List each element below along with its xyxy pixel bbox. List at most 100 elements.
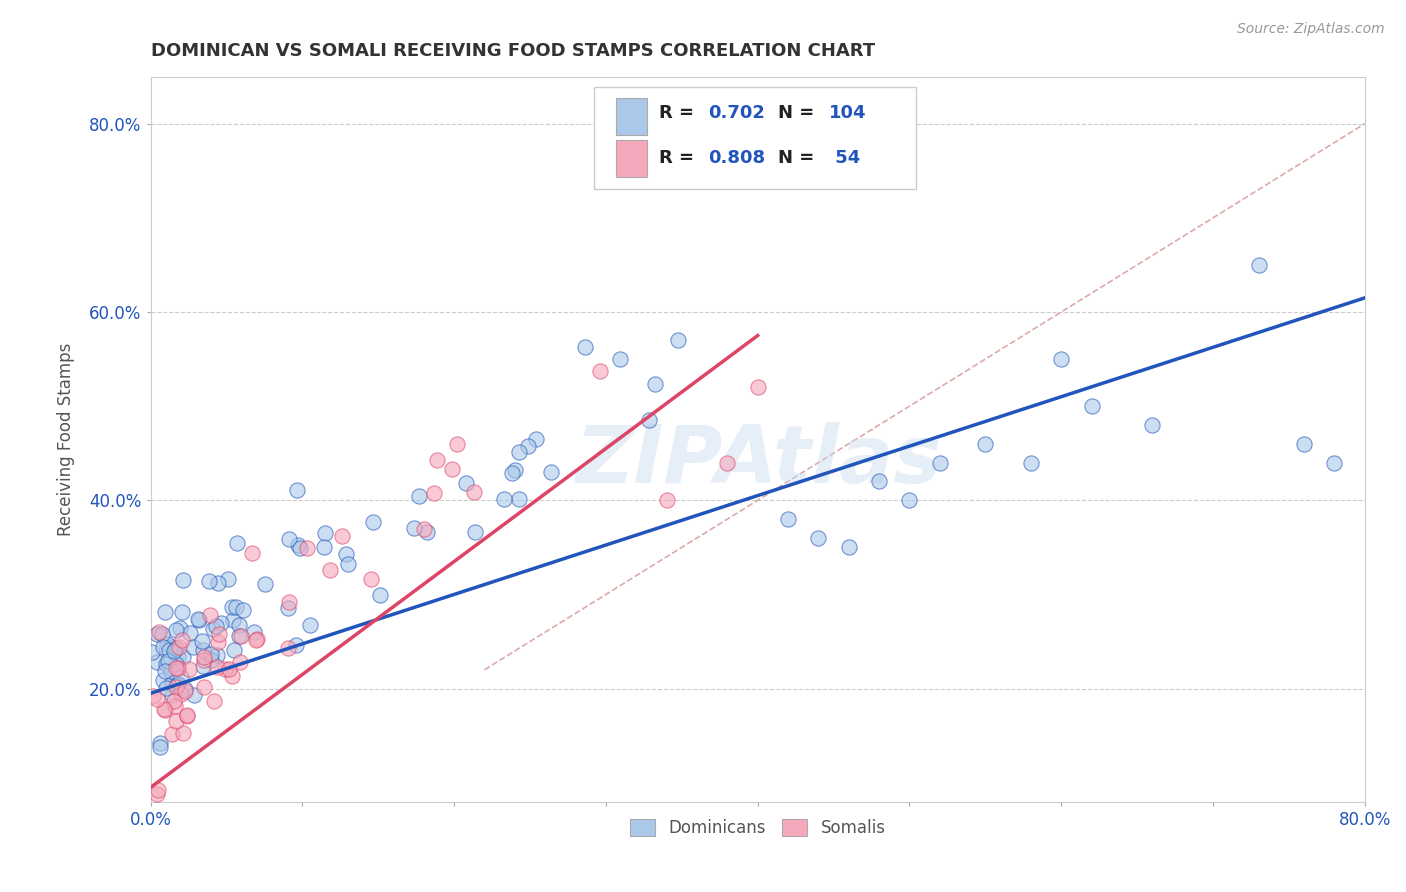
Point xyxy=(207,576,229,591)
Point xyxy=(165,699,187,714)
Point xyxy=(221,599,243,614)
Point xyxy=(145,787,167,801)
Point xyxy=(574,340,596,354)
Point xyxy=(807,531,830,545)
Point xyxy=(193,659,215,673)
Point xyxy=(163,694,186,708)
Point xyxy=(170,670,193,684)
Point xyxy=(228,629,250,643)
Point xyxy=(200,647,222,661)
Point xyxy=(287,538,309,552)
Point xyxy=(204,619,226,633)
Point xyxy=(503,463,526,477)
Point xyxy=(152,627,174,641)
Point xyxy=(1247,258,1270,272)
Point xyxy=(225,599,247,614)
Point xyxy=(165,657,187,672)
Point xyxy=(446,437,468,451)
Point xyxy=(776,512,799,526)
Point xyxy=(285,483,308,497)
Point xyxy=(153,605,176,619)
Point xyxy=(177,662,200,676)
Point xyxy=(160,688,183,702)
Point xyxy=(209,615,232,630)
Point xyxy=(312,540,335,554)
Point xyxy=(228,618,250,632)
FancyBboxPatch shape xyxy=(616,97,647,136)
Text: ZIPAtlas: ZIPAtlas xyxy=(575,422,941,500)
Point xyxy=(153,703,176,717)
Point xyxy=(898,493,921,508)
Point xyxy=(330,529,353,543)
Point xyxy=(148,782,170,797)
Point xyxy=(360,572,382,586)
Point xyxy=(166,678,188,692)
Point xyxy=(160,727,183,741)
Point xyxy=(179,625,201,640)
Point xyxy=(226,535,249,549)
Point xyxy=(516,439,538,453)
Point xyxy=(160,664,183,678)
Point xyxy=(508,445,530,459)
Point xyxy=(278,595,301,609)
Point xyxy=(463,484,485,499)
Point xyxy=(204,694,226,708)
Point xyxy=(229,656,252,670)
Point xyxy=(1142,417,1164,432)
Point xyxy=(412,522,434,536)
Point xyxy=(170,687,193,701)
Point xyxy=(152,673,174,687)
Point xyxy=(200,653,222,667)
Point xyxy=(402,521,425,535)
Point xyxy=(655,493,678,508)
Point xyxy=(361,516,384,530)
Y-axis label: Receiving Food Stamps: Receiving Food Stamps xyxy=(58,343,75,536)
Point xyxy=(408,489,430,503)
Point xyxy=(155,681,177,695)
Point xyxy=(288,541,311,555)
Text: 104: 104 xyxy=(830,104,868,122)
Point xyxy=(464,525,486,540)
Point xyxy=(172,725,194,739)
Point xyxy=(157,643,180,657)
Point xyxy=(167,677,190,691)
Point xyxy=(295,541,318,555)
Point xyxy=(501,466,523,480)
Point xyxy=(337,557,360,571)
Point xyxy=(214,662,236,676)
Text: 54: 54 xyxy=(830,149,860,167)
Point xyxy=(193,653,215,667)
Point xyxy=(1019,456,1042,470)
Point xyxy=(456,475,478,490)
Point xyxy=(170,633,193,648)
Point xyxy=(163,644,186,658)
Point xyxy=(142,689,165,703)
Point xyxy=(229,629,252,643)
Point xyxy=(187,613,209,627)
Point xyxy=(207,634,229,648)
Point xyxy=(224,643,246,657)
Text: Source: ZipAtlas.com: Source: ZipAtlas.com xyxy=(1237,22,1385,37)
Point xyxy=(240,546,263,560)
Point xyxy=(153,664,176,678)
Point xyxy=(152,640,174,654)
Text: R =: R = xyxy=(659,149,700,167)
Point xyxy=(176,708,198,723)
Text: R =: R = xyxy=(659,104,700,122)
Point xyxy=(245,632,267,647)
Point xyxy=(170,605,193,619)
Point xyxy=(181,640,204,654)
Text: N =: N = xyxy=(779,104,821,122)
Point xyxy=(716,456,738,470)
Point xyxy=(254,577,277,591)
Text: 0.808: 0.808 xyxy=(709,149,765,167)
Point xyxy=(221,613,243,627)
Point xyxy=(146,655,169,669)
Point xyxy=(167,661,190,675)
Point xyxy=(160,675,183,690)
Point xyxy=(149,735,172,749)
Point xyxy=(160,640,183,654)
Point xyxy=(838,541,860,555)
Point xyxy=(166,650,188,665)
Point xyxy=(173,684,195,698)
